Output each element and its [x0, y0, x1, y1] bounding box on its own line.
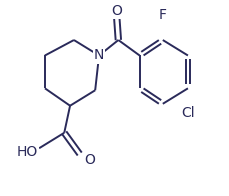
Text: O: O	[84, 153, 95, 167]
Text: Cl: Cl	[181, 106, 195, 121]
Text: O: O	[111, 4, 122, 18]
Text: N: N	[94, 48, 104, 63]
Text: F: F	[159, 8, 167, 22]
Text: HO: HO	[17, 145, 38, 159]
